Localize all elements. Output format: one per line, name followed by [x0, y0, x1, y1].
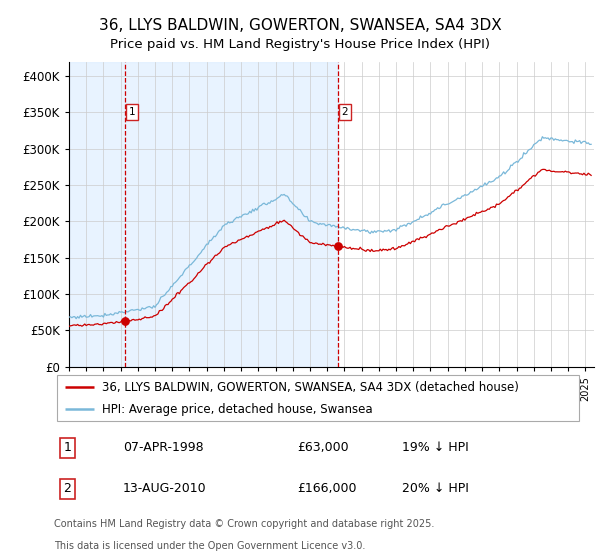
Text: 36, LLYS BALDWIN, GOWERTON, SWANSEA, SA4 3DX: 36, LLYS BALDWIN, GOWERTON, SWANSEA, SA4… — [98, 18, 502, 32]
Text: 36, LLYS BALDWIN, GOWERTON, SWANSEA, SA4 3DX (detached house): 36, LLYS BALDWIN, GOWERTON, SWANSEA, SA4… — [101, 381, 518, 394]
Text: Price paid vs. HM Land Registry's House Price Index (HPI): Price paid vs. HM Land Registry's House … — [110, 38, 490, 52]
Text: This data is licensed under the Open Government Licence v3.0.: This data is licensed under the Open Gov… — [54, 540, 365, 550]
Point — [121, 316, 130, 325]
Text: 1: 1 — [63, 441, 71, 454]
Text: 07-APR-1998: 07-APR-1998 — [122, 441, 203, 454]
Text: Contains HM Land Registry data © Crown copyright and database right 2025.: Contains HM Land Registry data © Crown c… — [54, 519, 434, 529]
Text: 20% ↓ HPI: 20% ↓ HPI — [403, 482, 469, 496]
FancyBboxPatch shape — [56, 376, 580, 421]
Text: 13-AUG-2010: 13-AUG-2010 — [122, 482, 206, 496]
Text: £63,000: £63,000 — [297, 441, 349, 454]
Text: 2: 2 — [341, 107, 348, 117]
Text: 2: 2 — [63, 482, 71, 496]
Text: 19% ↓ HPI: 19% ↓ HPI — [403, 441, 469, 454]
Bar — [69, 62, 338, 367]
Text: 1: 1 — [129, 107, 136, 117]
Text: £166,000: £166,000 — [297, 482, 356, 496]
Text: HPI: Average price, detached house, Swansea: HPI: Average price, detached house, Swan… — [101, 403, 372, 416]
Point — [333, 242, 343, 251]
